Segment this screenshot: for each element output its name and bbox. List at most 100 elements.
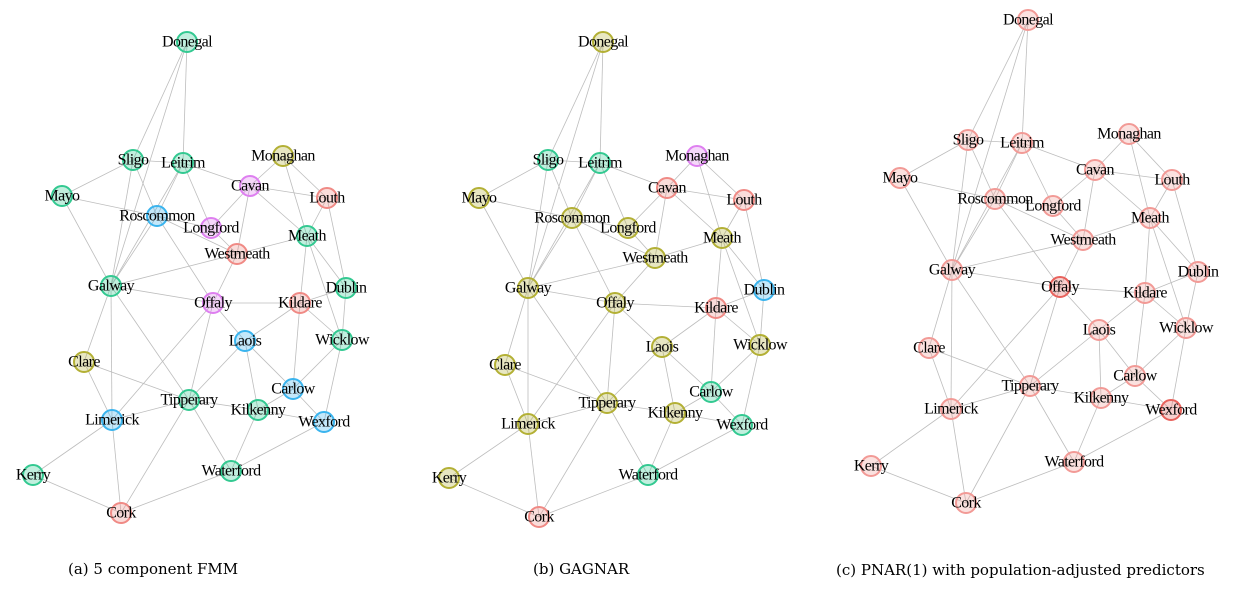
- node-label: Cork: [106, 505, 136, 522]
- node: [1049, 276, 1071, 298]
- node: [656, 177, 678, 199]
- node: [1063, 451, 1085, 473]
- edge: [1059, 286, 1146, 294]
- node-label: Galway: [929, 262, 976, 279]
- edge: [323, 339, 343, 423]
- edge: [326, 197, 347, 289]
- edge: [61, 159, 134, 197]
- edge: [1029, 385, 1075, 463]
- node-label: Carlow: [1113, 368, 1158, 385]
- node: [984, 188, 1006, 210]
- node: [335, 277, 357, 299]
- node: [1011, 132, 1033, 154]
- node: [705, 297, 727, 319]
- edge: [870, 408, 952, 467]
- edge: [527, 302, 616, 425]
- node: [313, 411, 335, 433]
- edge: [1021, 142, 1096, 171]
- edge: [478, 159, 549, 199]
- node: [955, 492, 977, 514]
- edge: [249, 185, 308, 237]
- edge: [1094, 169, 1173, 181]
- node: [272, 145, 294, 167]
- node-label: Kilkenny: [648, 405, 703, 422]
- node-label: Donegal: [578, 34, 629, 51]
- edge: [282, 155, 308, 237]
- node: [1090, 387, 1112, 409]
- node: [749, 334, 771, 356]
- edge: [721, 199, 745, 239]
- edge: [571, 217, 656, 259]
- node-label: Longford: [1025, 198, 1081, 215]
- node: [651, 336, 673, 358]
- node: [289, 292, 311, 314]
- edge: [599, 162, 629, 229]
- edge: [61, 195, 112, 287]
- edge: [1094, 169, 1151, 219]
- node-label: Cork: [951, 495, 981, 512]
- node-label: Kildare: [278, 295, 322, 312]
- edge: [230, 409, 259, 472]
- node-label: Dublin: [326, 280, 367, 297]
- edge: [666, 187, 723, 239]
- node-label: Kildare: [694, 300, 738, 317]
- edge: [292, 388, 325, 423]
- edge: [110, 285, 214, 304]
- edge: [967, 19, 1029, 141]
- node: [146, 205, 168, 227]
- node-label: Sligo: [533, 152, 564, 169]
- node: [101, 409, 123, 431]
- edge: [710, 307, 717, 393]
- node-label: Dublin: [1178, 264, 1219, 281]
- edge: [1170, 327, 1187, 411]
- node-label: Monaghan: [1097, 126, 1161, 143]
- node: [100, 275, 122, 297]
- edge: [606, 402, 676, 414]
- edge: [710, 344, 761, 393]
- node-label: Roscommon: [957, 191, 1033, 208]
- edge: [32, 474, 122, 514]
- edge: [306, 235, 343, 341]
- node: [1187, 261, 1209, 283]
- edge: [110, 41, 188, 287]
- node-label: Wicklow: [315, 332, 370, 349]
- edge: [951, 19, 1029, 271]
- node: [592, 31, 614, 53]
- node: [517, 277, 539, 299]
- edge: [1029, 329, 1100, 387]
- edge: [1098, 329, 1102, 399]
- edge: [994, 198, 1061, 288]
- edge: [182, 162, 251, 187]
- node-label: Mayo: [462, 190, 498, 207]
- edge: [899, 177, 953, 271]
- edge: [994, 198, 1084, 241]
- edge: [120, 470, 232, 514]
- node-label: Wexford: [1145, 402, 1197, 419]
- edge: [606, 402, 649, 476]
- edge: [527, 257, 656, 289]
- node-label: Longford: [600, 220, 656, 237]
- node-label: Limerick: [501, 416, 555, 433]
- edge: [111, 419, 122, 514]
- caption: (a) 5 component FMM: [68, 560, 239, 578]
- node-label: Cavan: [1076, 162, 1114, 179]
- edge: [120, 399, 190, 514]
- node-label: Limerick: [924, 401, 978, 418]
- edge: [951, 239, 1084, 271]
- edge: [666, 155, 698, 189]
- edge: [83, 285, 112, 363]
- node: [296, 225, 318, 247]
- node: [731, 414, 753, 436]
- node-label: Westmeath: [1050, 232, 1116, 249]
- node: [282, 378, 304, 400]
- node: [957, 129, 979, 151]
- edge: [1094, 133, 1130, 171]
- node-label: Kerry: [854, 458, 889, 475]
- node-label: Kilkenny: [1074, 390, 1129, 407]
- edge: [244, 340, 294, 390]
- edge: [111, 399, 190, 421]
- node: [700, 381, 722, 403]
- node-label: Clare: [913, 340, 945, 357]
- node: [596, 392, 618, 414]
